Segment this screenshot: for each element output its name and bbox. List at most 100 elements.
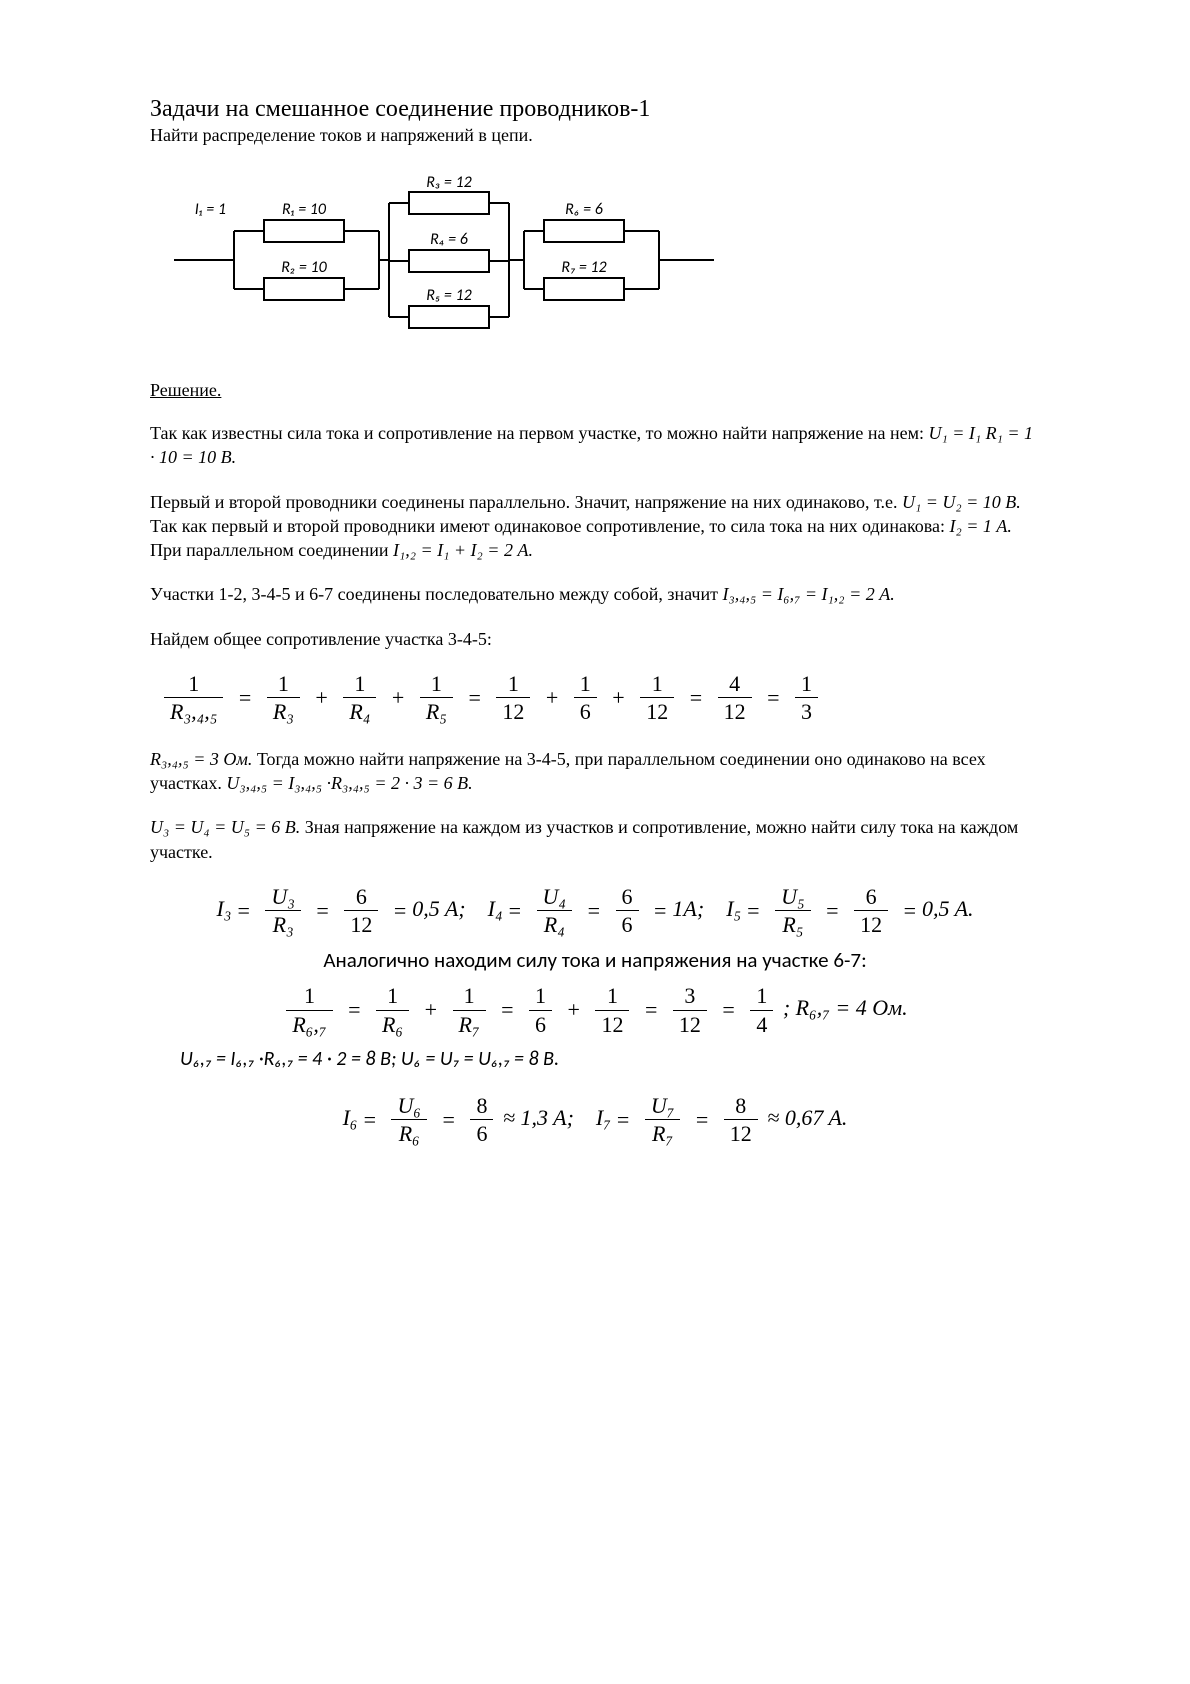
- solution-label: Решение.: [150, 380, 1040, 401]
- frac-den: 6: [616, 911, 639, 937]
- frac-num: 1: [640, 671, 674, 698]
- frac-num: 1: [795, 671, 818, 698]
- svg-text:R₇ = 12: R₇ = 12: [561, 258, 606, 277]
- lhs: I₅: [726, 896, 741, 921]
- frac-num: 1: [595, 983, 629, 1010]
- frac-den: R₄: [537, 911, 573, 937]
- frac-den: 12: [854, 911, 888, 937]
- paragraph-6: U₃ = U₄ = U₅ = 6 В. Зная напряжение на к…: [150, 815, 1040, 864]
- frac-num: 1: [343, 671, 376, 698]
- frac-den: R₃: [265, 911, 301, 937]
- frac-den: 4: [750, 1011, 773, 1037]
- frac-den: R₄: [343, 698, 376, 724]
- frac-num: 1: [286, 983, 332, 1010]
- page-title: Задачи на смешанное соединение проводник…: [150, 96, 1040, 123]
- p2d: I₂ = 1 А.: [950, 516, 1012, 536]
- frac-den: R₇: [453, 1011, 486, 1037]
- frac-num: 1: [529, 983, 552, 1010]
- p2a: Первый и второй проводники соединены пар…: [150, 492, 902, 512]
- svg-text:R₄ = 6: R₄ = 6: [430, 230, 468, 249]
- frac-den: R₅: [775, 911, 811, 937]
- svg-text:I₁ = 1: I₁ = 1: [195, 200, 226, 219]
- frac-den: 12: [718, 698, 752, 724]
- res: 0,5 A;: [412, 896, 465, 921]
- p6a: U₃ = U₄ = U₅ = 6 В.: [150, 817, 300, 837]
- p2e: При параллельном соединении: [150, 540, 393, 560]
- svg-text:R₆ = 6: R₆ = 6: [565, 200, 603, 219]
- p3b: I₃,₄,₅ = I₆,₇ = I₁,₂ = 2 А.: [722, 584, 894, 604]
- frac-num: 6: [344, 884, 378, 911]
- frac-num: 6: [616, 884, 639, 911]
- circuit-svg: I₁ = 1 R₁ = 10 R₂ = 10 R₃ = 12 R₄ = 6 R₅ = 12…: [164, 172, 724, 347]
- frac-den: 6: [470, 1120, 493, 1146]
- frac-num: 6: [854, 884, 888, 911]
- page: Задачи на смешанное соединение проводник…: [0, 0, 1190, 1684]
- p3a: Участки 1-2, 3-4-5 и 6-7 соединены после…: [150, 584, 722, 604]
- p2b: U₁ = U₂ = 10 В.: [902, 492, 1021, 512]
- paragraph-2: Первый и второй проводники соединены пар…: [150, 490, 1040, 563]
- frac-den: R₆,₇: [286, 1011, 332, 1037]
- frac-den: R₆: [376, 1011, 409, 1037]
- frac-num: U₅: [775, 884, 811, 911]
- frac-den: 12: [724, 1120, 758, 1146]
- frac-den: 12: [496, 698, 530, 724]
- tail: ; R₆,₇ = 4 Ом.: [783, 995, 908, 1020]
- equation-R345: 1R₃,₄,₅ = 1R₃ + 1R₄ + 1R₅ = 112 + 16 + 1…: [160, 671, 1040, 725]
- frac-num: U₆: [391, 1093, 427, 1120]
- frac-num: 1: [496, 671, 530, 698]
- p5a: R₃,₄,₅ = 3 Ом.: [150, 749, 252, 769]
- frac-den: R₇: [645, 1120, 681, 1146]
- frac-den: 6: [574, 698, 597, 724]
- frac-num: 4: [718, 671, 752, 698]
- frac-num: 1: [420, 671, 453, 698]
- svg-text:R₁ = 10: R₁ = 10: [282, 200, 327, 219]
- res: 0,5 A.: [922, 896, 974, 921]
- frac-num: 1: [164, 671, 223, 698]
- frac-num: 1: [453, 983, 486, 1010]
- lhs: I₄: [488, 896, 503, 921]
- paragraph-3: Участки 1-2, 3-4-5 и 6-7 соединены после…: [150, 582, 1040, 606]
- frac-num: U₇: [645, 1093, 681, 1120]
- frac-den: 12: [344, 911, 378, 937]
- analog-line: Аналогично находим силу тока и напряжени…: [150, 947, 1040, 973]
- frac-num: 1: [574, 671, 597, 698]
- res: ≈ 1,3 A;: [503, 1105, 574, 1130]
- frac-den: R₅: [420, 698, 453, 724]
- frac-num: 1: [267, 671, 300, 698]
- svg-text:R₂ = 10: R₂ = 10: [281, 258, 327, 277]
- equation-I67: I₆= U₆R₆ = 86 ≈ 1,3 A; I₇= U₇R₇ = 812 ≈ …: [150, 1093, 1040, 1147]
- frac-num: U₄: [537, 884, 573, 911]
- p5c: U₃,₄,₅ = I₃,₄,₅ ·R₃,₄,₅ = 2 · 3 = 6 В.: [226, 773, 472, 793]
- circuit-diagram: I₁ = 1 R₁ = 10 R₂ = 10 R₃ = 12 R₄ = 6 R₅ = 12…: [164, 172, 1040, 352]
- frac-den: R₃,₄,₅: [164, 698, 223, 724]
- paragraph-4: Найдем общее сопротивление участка 3-4-5…: [150, 627, 1040, 651]
- equation-R67: 1R₆,₇ = 1R₆ + 1R₇ = 16 + 112 = 312 = 14 …: [150, 983, 1040, 1037]
- frac-num: 8: [470, 1093, 493, 1120]
- equation-I345: I₃= U₃R₃ = 612 =0,5 A; I₄= U₄R₄ = 66 =1A…: [150, 884, 1040, 938]
- frac-den: 3: [795, 698, 818, 724]
- res: ≈ 0,67 A.: [767, 1105, 847, 1130]
- paragraph-1: Так как известны сила тока и сопротивлен…: [150, 421, 1040, 470]
- res: 1A;: [672, 896, 704, 921]
- frac-num: 1: [376, 983, 409, 1010]
- frac-den: 12: [595, 1011, 629, 1037]
- frac-den: R₆: [391, 1120, 427, 1146]
- subtitle: Найти распределение токов и напряжений в…: [150, 125, 1040, 146]
- frac-den: 12: [673, 1011, 707, 1037]
- frac-num: 3: [673, 983, 707, 1010]
- frac-den: 6: [529, 1011, 552, 1037]
- lhs: I₃: [216, 896, 231, 921]
- svg-text:R₅ = 12: R₅ = 12: [426, 286, 471, 305]
- p2c: Так как первый и второй проводники имеют…: [150, 516, 950, 536]
- p1-text: Так как известны сила тока и сопротивлен…: [150, 423, 928, 443]
- frac-den: 12: [640, 698, 674, 724]
- equation-U67: U₆,₇ = I₆,₇ ·R₆,₇ = 4 · 2 = 8 В; U₆ = U₇…: [180, 1047, 1040, 1071]
- frac-num: 1: [750, 983, 773, 1010]
- lhs: I₆: [343, 1105, 358, 1130]
- lhs: I₇: [596, 1105, 611, 1130]
- frac-num: 8: [724, 1093, 758, 1120]
- svg-text:R₃ = 12: R₃ = 12: [426, 173, 471, 192]
- frac-num: U₃: [265, 884, 301, 911]
- paragraph-5: R₃,₄,₅ = 3 Ом. Тогда можно найти напряже…: [150, 747, 1040, 796]
- p2f: I₁,₂ = I₁ + I₂ = 2 А.: [393, 540, 533, 560]
